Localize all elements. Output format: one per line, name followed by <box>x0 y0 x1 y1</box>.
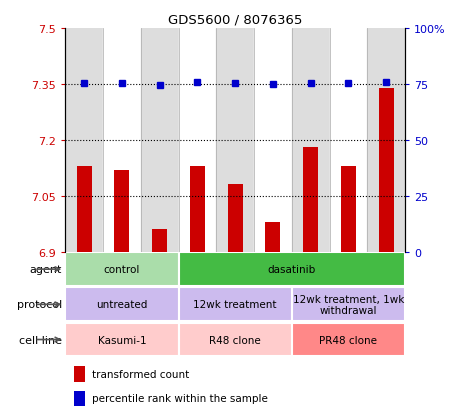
Bar <box>74 391 86 406</box>
Text: transformed count: transformed count <box>92 369 189 379</box>
Text: percentile rank within the sample: percentile rank within the sample <box>92 394 268 404</box>
Title: GDS5600 / 8076365: GDS5600 / 8076365 <box>168 13 302 26</box>
Bar <box>228 185 243 252</box>
Bar <box>341 166 356 252</box>
Bar <box>292 323 405 356</box>
Text: dasatinib: dasatinib <box>268 264 316 275</box>
Bar <box>378 88 394 252</box>
Bar <box>292 288 405 321</box>
Bar <box>254 29 292 252</box>
Bar <box>65 253 179 286</box>
Bar <box>190 166 205 252</box>
Bar <box>266 222 280 252</box>
Text: control: control <box>104 264 140 275</box>
Text: agent: agent <box>30 264 62 275</box>
Bar <box>74 366 86 382</box>
Bar <box>216 29 254 252</box>
Bar <box>292 29 329 252</box>
Text: 12wk treatment: 12wk treatment <box>194 299 277 310</box>
Bar <box>103 29 141 252</box>
Bar <box>114 170 130 252</box>
Text: 12wk treatment, 1wk
withdrawal: 12wk treatment, 1wk withdrawal <box>292 294 404 316</box>
Bar <box>65 288 179 321</box>
Text: PR48 clone: PR48 clone <box>320 335 378 345</box>
Text: R48 clone: R48 clone <box>209 335 261 345</box>
Bar <box>179 253 405 286</box>
Bar <box>179 288 292 321</box>
Bar <box>152 230 167 252</box>
Text: protocol: protocol <box>17 299 62 310</box>
Bar <box>65 323 179 356</box>
Bar <box>367 29 405 252</box>
Text: Kasumi-1: Kasumi-1 <box>98 335 146 345</box>
Bar <box>303 148 318 252</box>
Bar <box>179 323 292 356</box>
Text: untreated: untreated <box>96 299 148 310</box>
Bar <box>76 166 92 252</box>
Bar <box>141 29 179 252</box>
Bar <box>329 29 367 252</box>
Bar <box>65 29 103 252</box>
Text: cell line: cell line <box>19 335 62 345</box>
Bar <box>179 29 216 252</box>
